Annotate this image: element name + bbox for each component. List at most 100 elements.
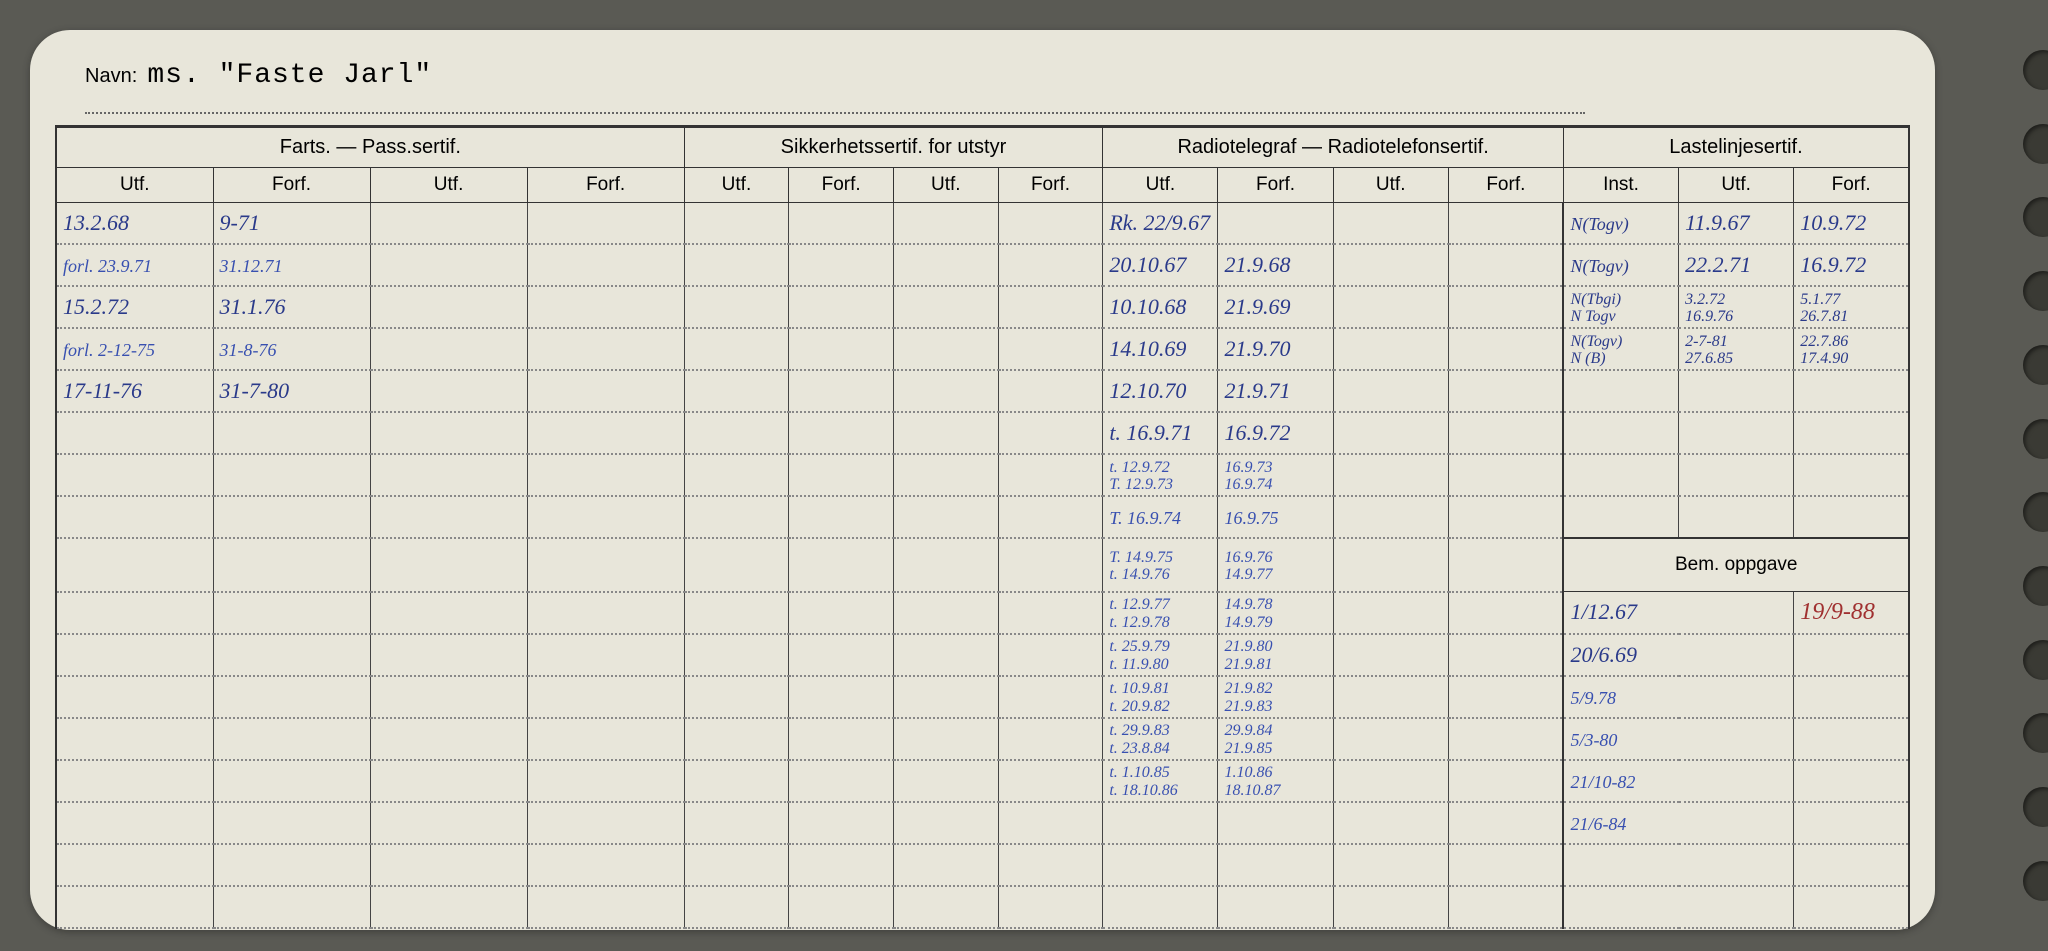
col-forf: Forf.: [1448, 168, 1563, 203]
table-cell: [213, 760, 370, 802]
handwritten-entry: 21.9.82: [1224, 680, 1272, 697]
table-cell: [370, 802, 527, 844]
table-cell: [1103, 886, 1218, 928]
table-cell: [1794, 454, 1909, 496]
table-cell: 2-7-8127.6.85: [1679, 328, 1794, 370]
table-cell: [1333, 886, 1448, 928]
handwritten-entry: N(Tbgi): [1570, 291, 1621, 308]
table-cell: [684, 412, 789, 454]
table-cell: 3.2.7216.9.76: [1679, 286, 1794, 328]
handwritten-entry: 16.9.74: [1224, 476, 1272, 493]
table-cell: [998, 412, 1103, 454]
handwritten-entry: 10.10.68: [1109, 294, 1186, 319]
handwritten-entry: 21.9.68: [1224, 252, 1290, 277]
col-forf: Forf.: [1218, 168, 1333, 203]
handwritten-entry: 21/10-82: [1570, 772, 1635, 792]
col-forf: Forf.: [213, 168, 370, 203]
table-cell: [527, 676, 684, 718]
table-cell: [1563, 496, 1678, 538]
table-cell: T. 14.9.75t. 14.9.76: [1103, 538, 1218, 592]
table-cell: [213, 634, 370, 676]
table-row: t. 1.10.85t. 18.10.861.10.8618.10.8721/1…: [56, 760, 1909, 802]
table-cell: [370, 286, 527, 328]
table-cell: [527, 538, 684, 592]
handwritten-entry: T. 12.9.73: [1109, 476, 1173, 493]
table-cell: 21.9.8021.9.81: [1218, 634, 1333, 676]
table-cell: [527, 370, 684, 412]
table-cell: [56, 454, 213, 496]
table-cell: t. 10.9.81t. 20.9.82: [1103, 676, 1218, 718]
table-cell: [56, 886, 213, 928]
table-cell: [213, 592, 370, 634]
table-cell: 29.9.8421.9.85: [1218, 718, 1333, 760]
table-cell: [1794, 634, 1909, 676]
table-cell: [684, 328, 789, 370]
handwritten-entry: N (B): [1570, 350, 1605, 367]
table-cell: [56, 496, 213, 538]
table-cell: N(Tbgi)N Togv: [1563, 286, 1678, 328]
table-row: forl. 23.9.7131.12.7120.10.6721.9.68N(To…: [56, 244, 1909, 286]
table-cell: [789, 718, 894, 760]
table-cell: [527, 412, 684, 454]
hole: [2023, 50, 2048, 90]
table-cell: 31.12.71: [213, 244, 370, 286]
table-cell: 21.9.70: [1218, 328, 1333, 370]
hole: [2023, 492, 2048, 532]
table-cell: [527, 718, 684, 760]
table-cell: [1448, 370, 1563, 412]
handwritten-entry: 22.2.71: [1685, 252, 1751, 277]
handwritten-entry: 21.9.80: [1224, 638, 1272, 655]
table-cell: [789, 802, 894, 844]
index-card: Navn: ms. "Faste Jarl" Farts. — Pass.ser…: [30, 30, 1935, 930]
table-cell: 16.9.75: [1218, 496, 1333, 538]
table-cell: [893, 244, 998, 286]
table-cell: [684, 370, 789, 412]
handwritten-entry: 31.1.76: [220, 294, 286, 319]
table-cell: [1218, 802, 1333, 844]
table-cell: [998, 802, 1103, 844]
table-cell: [1333, 286, 1448, 328]
table-cell: t. 1.10.85t. 18.10.86: [1103, 760, 1218, 802]
table-cell: [1794, 370, 1909, 412]
table-cell: [1679, 496, 1794, 538]
table-cell: 21.9.71: [1218, 370, 1333, 412]
table-cell: [998, 454, 1103, 496]
handwritten-entry: 14.9.79: [1224, 614, 1272, 631]
table-cell: [1448, 496, 1563, 538]
bem-cell: 5/3-80: [1563, 718, 1793, 760]
table-cell: [1333, 412, 1448, 454]
hole: [2023, 640, 2048, 680]
table-cell: 9-71: [213, 203, 370, 245]
table-cell: 21.9.8221.9.83: [1218, 676, 1333, 718]
table-cell: [56, 676, 213, 718]
name-row: Navn: ms. "Faste Jarl": [55, 45, 1910, 127]
table-cell: [1679, 370, 1794, 412]
table-cell: 16.9.7316.9.74: [1218, 454, 1333, 496]
table-cell: [789, 286, 894, 328]
table-cell: [893, 412, 998, 454]
handwritten-entry: 17.4.90: [1800, 350, 1848, 367]
table-cell: [1333, 634, 1448, 676]
table-cell: [370, 412, 527, 454]
table-cell: [684, 538, 789, 592]
table-cell: [789, 370, 894, 412]
table-cell: [1333, 802, 1448, 844]
table-cell: [1794, 496, 1909, 538]
col-utf: Utf.: [1333, 168, 1448, 203]
handwritten-entry: t. 1.10.85: [1109, 764, 1169, 781]
table-cell: N(Togv): [1563, 203, 1678, 245]
table-cell: [893, 328, 998, 370]
table-cell: [684, 454, 789, 496]
table-cell: [527, 328, 684, 370]
table-cell: [213, 454, 370, 496]
table-cell: 21.9.69: [1218, 286, 1333, 328]
handwritten-entry: 20.10.67: [1109, 252, 1186, 277]
handwritten-entry: forl. 23.9.71: [63, 256, 152, 276]
table-cell: [56, 844, 213, 886]
handwritten-entry: 29.9.84: [1224, 722, 1272, 739]
table-row: [56, 844, 1909, 886]
table-row: t. 16.9.7116.9.72: [56, 412, 1909, 454]
handwritten-entry: t. 12.9.72: [1109, 459, 1169, 476]
handwritten-entry: 14.10.69: [1109, 336, 1186, 361]
table-cell: [893, 886, 998, 928]
